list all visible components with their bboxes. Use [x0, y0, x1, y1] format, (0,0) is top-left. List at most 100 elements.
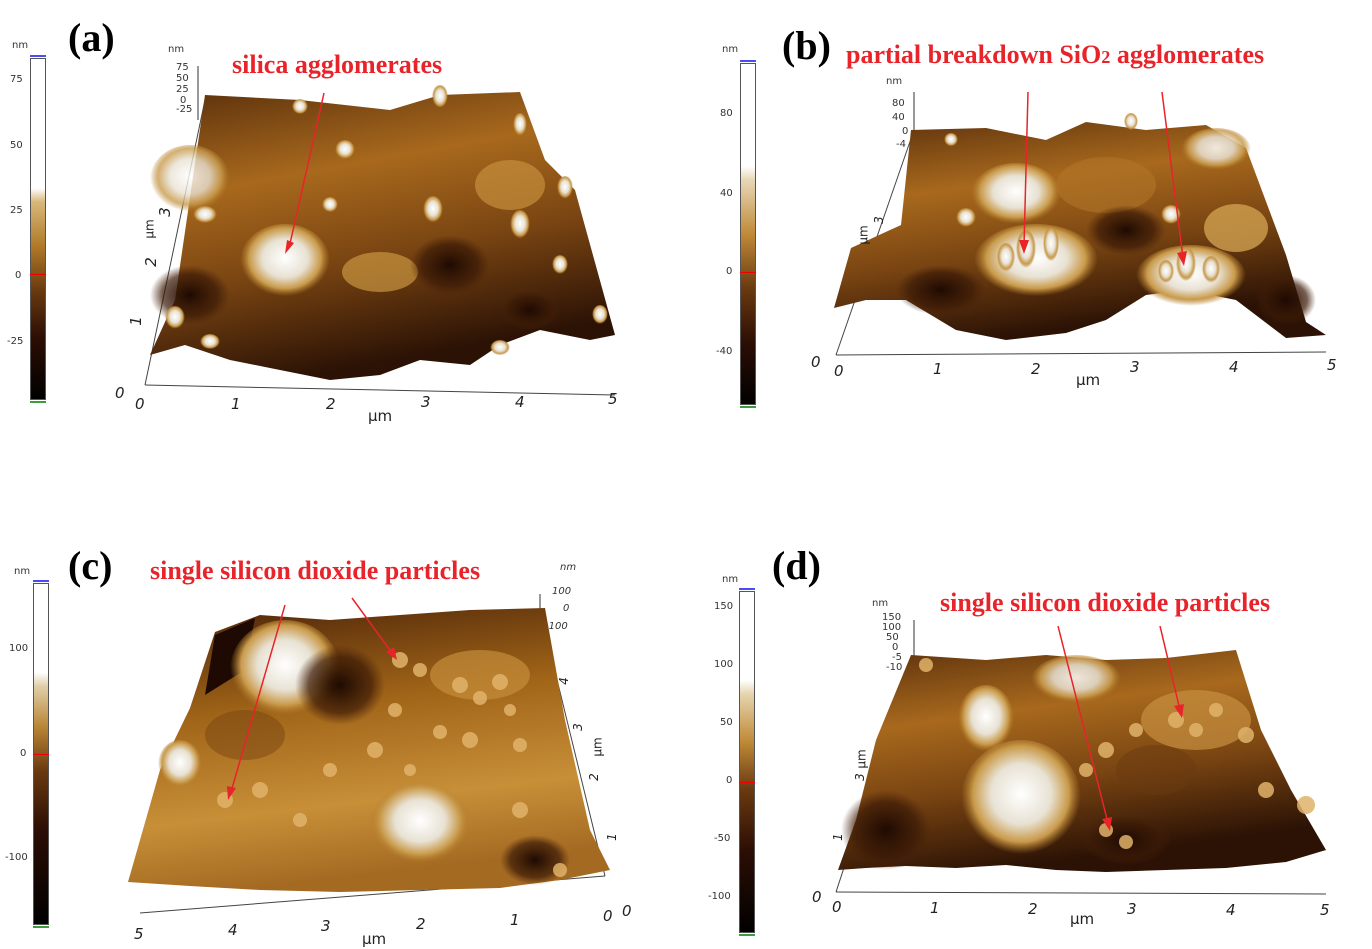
y-tick: 3 [155, 207, 174, 217]
x-tick: 2 [416, 915, 426, 933]
cbar-tick: 80 [720, 108, 733, 119]
annotation-b-tail: agglomerates [1110, 40, 1265, 69]
z-tick: 0 [902, 126, 909, 137]
y-tick: 1 [126, 316, 145, 326]
x-tick: 1 [510, 911, 520, 929]
cbar-tick: -50 [714, 833, 731, 844]
colorbar-d [739, 588, 755, 936]
cbar-tick: 100 [9, 643, 29, 654]
x-tick: 5 [1320, 901, 1330, 919]
y-tick: 0 [115, 384, 125, 402]
x-tick: 4 [515, 393, 525, 411]
x-tick: 0 [135, 395, 145, 413]
annotation-b: partial breakdown SiO2 agglomerates [846, 40, 1264, 70]
cbar-tick: 25 [10, 205, 23, 216]
z-tick: 40 [892, 112, 905, 123]
y-tick: 0 [812, 888, 822, 906]
z-unit-b: nm [886, 76, 903, 87]
surface-d [835, 620, 1327, 895]
x-tick: 3 [1127, 900, 1137, 918]
x-tick: 5 [1327, 356, 1337, 374]
surface-c [128, 594, 610, 914]
panel-c: (c) single silicon dioxide particles nm … [0, 470, 686, 949]
z-tick: 0 [563, 603, 570, 614]
cbar-tick: 0 [15, 270, 22, 281]
surface-a [144, 66, 616, 396]
z-unit-c: nm [560, 562, 577, 573]
cbar-tick: 50 [720, 717, 733, 728]
cbar-tick: 0 [726, 775, 733, 786]
x-tick: 5 [608, 390, 618, 408]
cbar-tick: 75 [10, 74, 23, 85]
z-tick: -100 [545, 621, 568, 632]
z-tick: 75 [176, 62, 189, 73]
colorbar-a [30, 55, 46, 403]
x-tick: 0 [832, 898, 842, 916]
y-label: µm [142, 219, 157, 239]
colorbar-b [740, 60, 756, 408]
z-tick: 100 [882, 622, 902, 633]
cbar-tick: 0 [20, 748, 27, 759]
colorbar-unit-a: nm [12, 40, 29, 51]
cbar-tick: 0 [726, 266, 733, 277]
y-tick: 3 [852, 773, 867, 781]
colorbar-c [33, 580, 49, 928]
z-tick: -5 [892, 652, 902, 663]
panel-label-b: (b) [782, 23, 831, 68]
x-tick: 0 [834, 362, 844, 380]
colorbar-unit-c: nm [14, 566, 31, 577]
annotation-b-main: partial breakdown SiO [846, 40, 1102, 69]
y-tick: 3 [871, 216, 886, 224]
z-tick: 100 [552, 586, 572, 597]
x-tick: 0 [603, 907, 613, 925]
cbar-tick: 40 [720, 188, 733, 199]
y-tick: 2 [141, 257, 160, 267]
z-tick: 0 [180, 95, 187, 106]
cbar-tick: -25 [7, 336, 24, 347]
colorbar-unit-b: nm [722, 44, 739, 55]
x-tick: 1 [933, 360, 943, 378]
annotation-c: single silicon dioxide particles [150, 556, 481, 585]
z-tick: 25 [176, 84, 189, 95]
cbar-tick: 100 [714, 659, 734, 670]
cbar-tick: -100 [708, 891, 731, 902]
cbar-tick: 50 [10, 140, 23, 151]
x-tick: 3 [421, 393, 431, 411]
x-tick: 2 [326, 395, 336, 413]
annotation-a: silica agglomerates [232, 50, 443, 79]
annotation-d: single silicon dioxide particles [940, 588, 1271, 617]
cbar-tick: -100 [5, 852, 28, 863]
x-label: µm [1070, 910, 1095, 928]
y-label: µm [856, 225, 871, 245]
y-tick: 0 [811, 353, 821, 371]
x-tick: 5 [134, 925, 144, 943]
x-tick: 1 [930, 899, 940, 917]
x-tick: 2 [1031, 360, 1041, 378]
z-unit-d: nm [872, 598, 889, 609]
y-tick: 1 [830, 833, 845, 841]
cbar-tick: 150 [714, 601, 734, 612]
cbar-tick: -40 [716, 346, 733, 357]
x-tick: 4 [1229, 358, 1239, 376]
z-tick: 80 [892, 98, 905, 109]
x-tick: 4 [1226, 901, 1236, 919]
panel-label-a: (a) [68, 15, 115, 60]
x-tick: 4 [228, 921, 238, 939]
y-label: µm [854, 749, 869, 769]
annotation-b-sub: 2 [1101, 47, 1111, 67]
z-unit-a: nm [168, 44, 185, 55]
y-tick: 0 [622, 902, 632, 920]
z-tick: -4 [896, 139, 906, 150]
panel-label-d: (d) [772, 543, 821, 588]
y-tick: 2 [586, 773, 601, 781]
y-tick: 3 [570, 723, 585, 731]
y-tick: 1 [604, 833, 619, 841]
x-tick: 3 [1130, 358, 1140, 376]
surface-b [834, 91, 1327, 356]
y-tick: 4 [556, 677, 571, 685]
panel-b: (b) partial breakdown SiO2 agglomerates … [686, 0, 1372, 470]
x-tick: 1 [231, 395, 241, 413]
x-label: µm [368, 407, 393, 425]
z-tick: 0 [892, 642, 899, 653]
panel-label-c: (c) [68, 543, 113, 588]
